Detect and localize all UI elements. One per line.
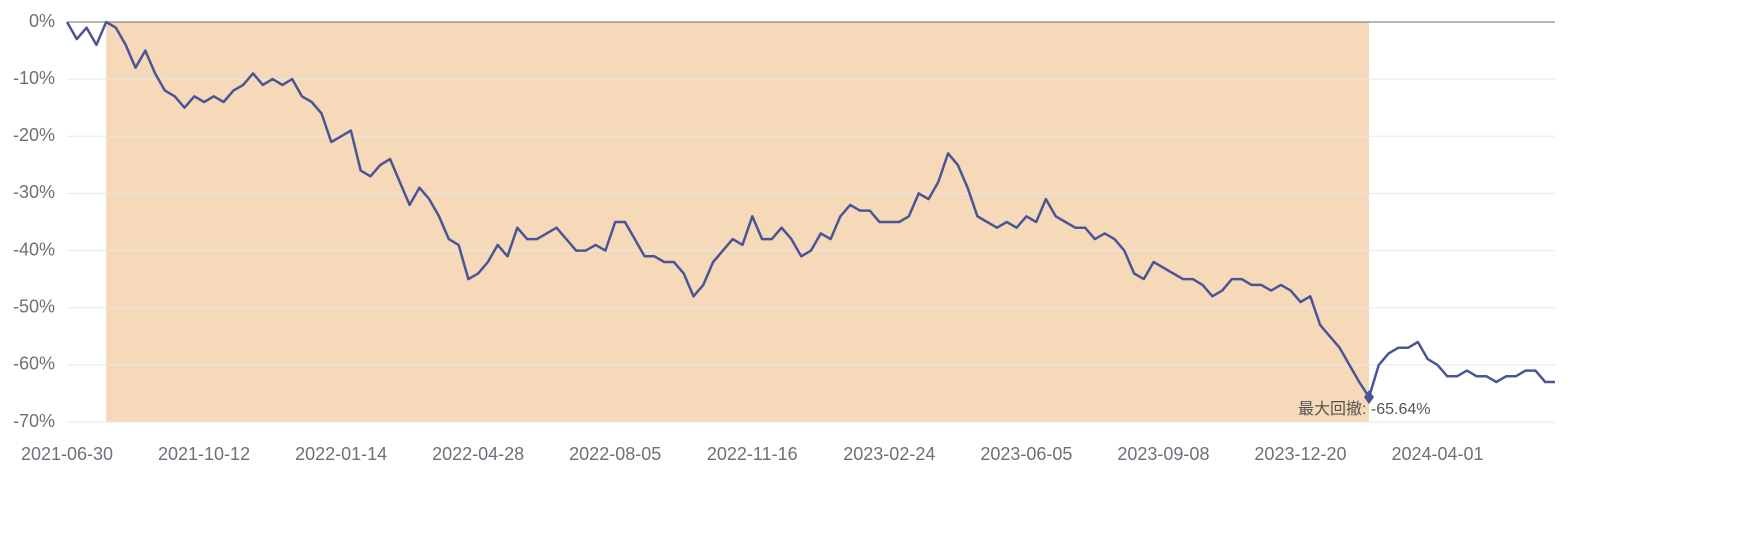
x-tick-label: 2024-04-01 (1391, 444, 1483, 464)
drawdown-period (106, 22, 1369, 422)
drawdown-line (65, 20, 1555, 399)
x-tick-label: 2023-02-24 (843, 444, 935, 464)
max-drawdown-label: 最大回撤: -65.64% (1298, 400, 1431, 418)
y-tick-label: -70% (13, 411, 55, 431)
x-tick-label: 2023-09-08 (1117, 444, 1209, 464)
x-tick-label: 2021-06-30 (21, 444, 113, 464)
y-tick-label: -40% (13, 239, 55, 259)
x-tick-label: 2023-06-05 (980, 444, 1072, 464)
x-tick-label: 2022-04-28 (432, 444, 524, 464)
y-tick-label: -10% (13, 68, 55, 88)
y-tick-label: -30% (13, 182, 55, 202)
x-tick-label: 2022-08-05 (569, 444, 661, 464)
y-tick-label: -60% (13, 354, 55, 374)
y-tick-label: 0% (29, 11, 55, 31)
plot: 0% -10% -20% -30% -40% -50% -60% -70% 2021-06-30… (13, 11, 1555, 464)
x-tick-label: 2022-01-14 (295, 444, 387, 464)
x-tick-label: 2023-12-20 (1254, 444, 1346, 464)
x-tick-label: 2021-10-12 (158, 444, 250, 464)
x-tick-label: 2022-11-16 (707, 444, 798, 464)
y-tick-label: -50% (13, 296, 55, 316)
y-tick-label: -20% (13, 125, 55, 145)
max-drawdown-marker (1364, 390, 1374, 405)
